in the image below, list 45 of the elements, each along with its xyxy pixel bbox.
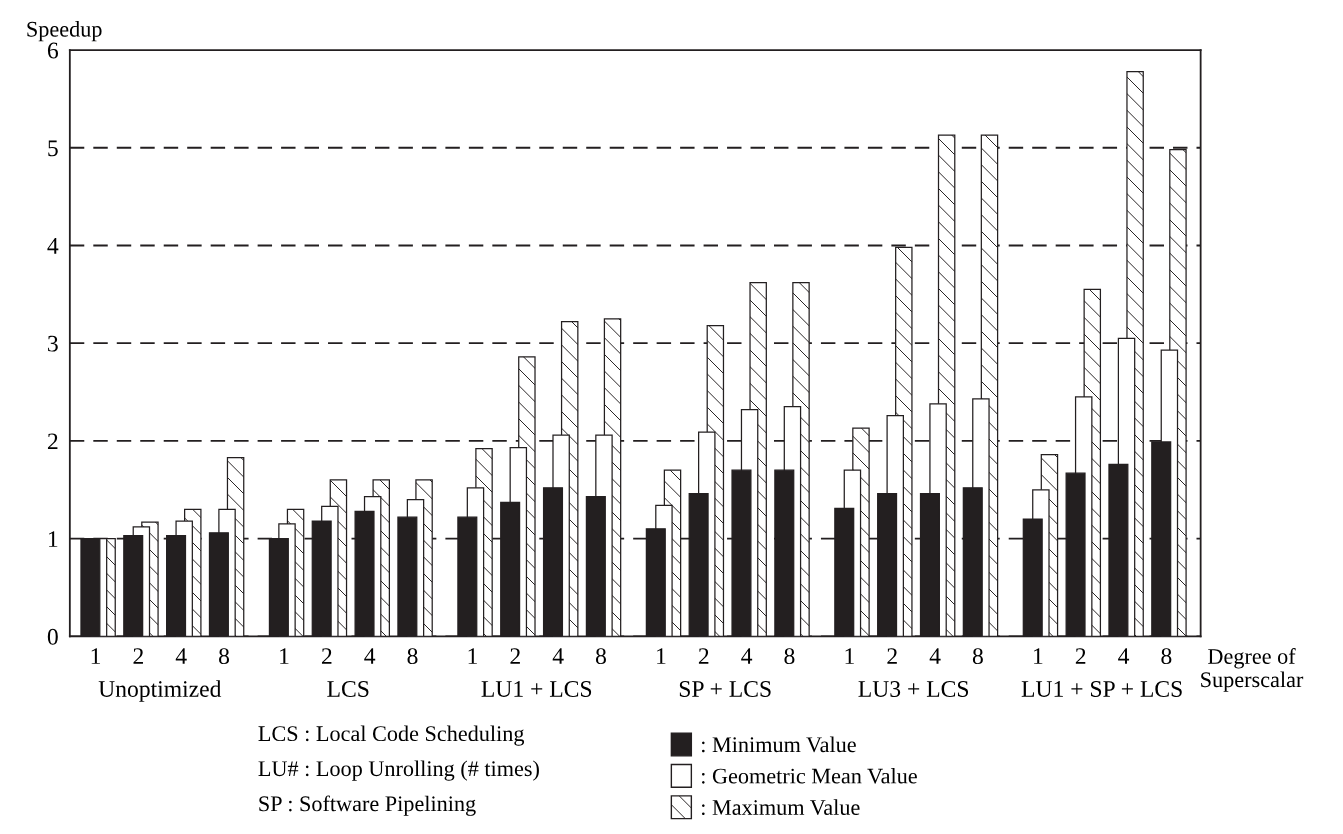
text: Unoptimized: [98, 680, 222, 702]
x-tick-label: 4: [552, 648, 564, 664]
y-tick-label: 2: [47, 433, 58, 450]
x-tick-label: 1: [280, 648, 289, 664]
text: LCS : Local Code Scheduling: [258, 725, 525, 746]
x-tick-label: 8: [784, 648, 795, 665]
y-tick-label: 5: [48, 140, 58, 157]
x-tick-label: 1: [1034, 648, 1043, 664]
x-tick-label: 4: [741, 648, 753, 664]
x-tick-label: 1: [468, 648, 477, 664]
x-tick-label: 4: [929, 648, 941, 664]
x-tick-label: 1: [845, 648, 854, 664]
x-tick-label: 2: [321, 648, 332, 664]
x-tick-label: 8: [595, 648, 606, 665]
text: SP : Software Pipelining: [259, 795, 476, 816]
y-tick-label: 3: [48, 335, 58, 352]
y-tick-label: 6: [47, 42, 59, 59]
legend-label: : Maximum Value: [702, 799, 860, 816]
text: LU1 + SP + LCS: [1021, 681, 1182, 697]
y-tick-label: 1: [49, 531, 58, 547]
x-tick-label: 2: [887, 648, 897, 664]
text: LCS: [327, 681, 369, 697]
text: SP + LCS: [679, 681, 771, 697]
y-tick-label: 0: [47, 628, 58, 645]
text: LU1 + LCS: [481, 681, 592, 697]
text: LU# : Loop Unrolling (# times): [258, 760, 539, 781]
x-tick-label: 4: [1118, 648, 1130, 664]
x-tick-label: 1: [657, 648, 666, 664]
x-tick-label: 8: [219, 648, 230, 665]
x-tick-label: 2: [698, 648, 709, 664]
x-tick-label: 2: [510, 648, 520, 664]
y-axis-title: Speedup: [27, 21, 102, 42]
legend-label: : Geometric Mean Value: [702, 767, 917, 784]
x-tick-label: 4: [175, 648, 187, 664]
x-tick-label: 8: [1161, 648, 1172, 665]
x-tick-label: 2: [133, 648, 143, 664]
x-tick-label: 1: [91, 648, 101, 664]
y-tick-label: 4: [47, 238, 59, 254]
x-tick-label: 4: [364, 648, 376, 664]
x-tick-label: 8: [972, 648, 983, 665]
legend-label: : Minimum Value: [702, 736, 856, 753]
x-tick-label: 8: [407, 648, 418, 665]
x-tick-label: 2: [1075, 648, 1086, 664]
text: LU3 + LCS: [858, 681, 969, 697]
x-axis-title: Degree of Superscalar: [1201, 648, 1304, 692]
